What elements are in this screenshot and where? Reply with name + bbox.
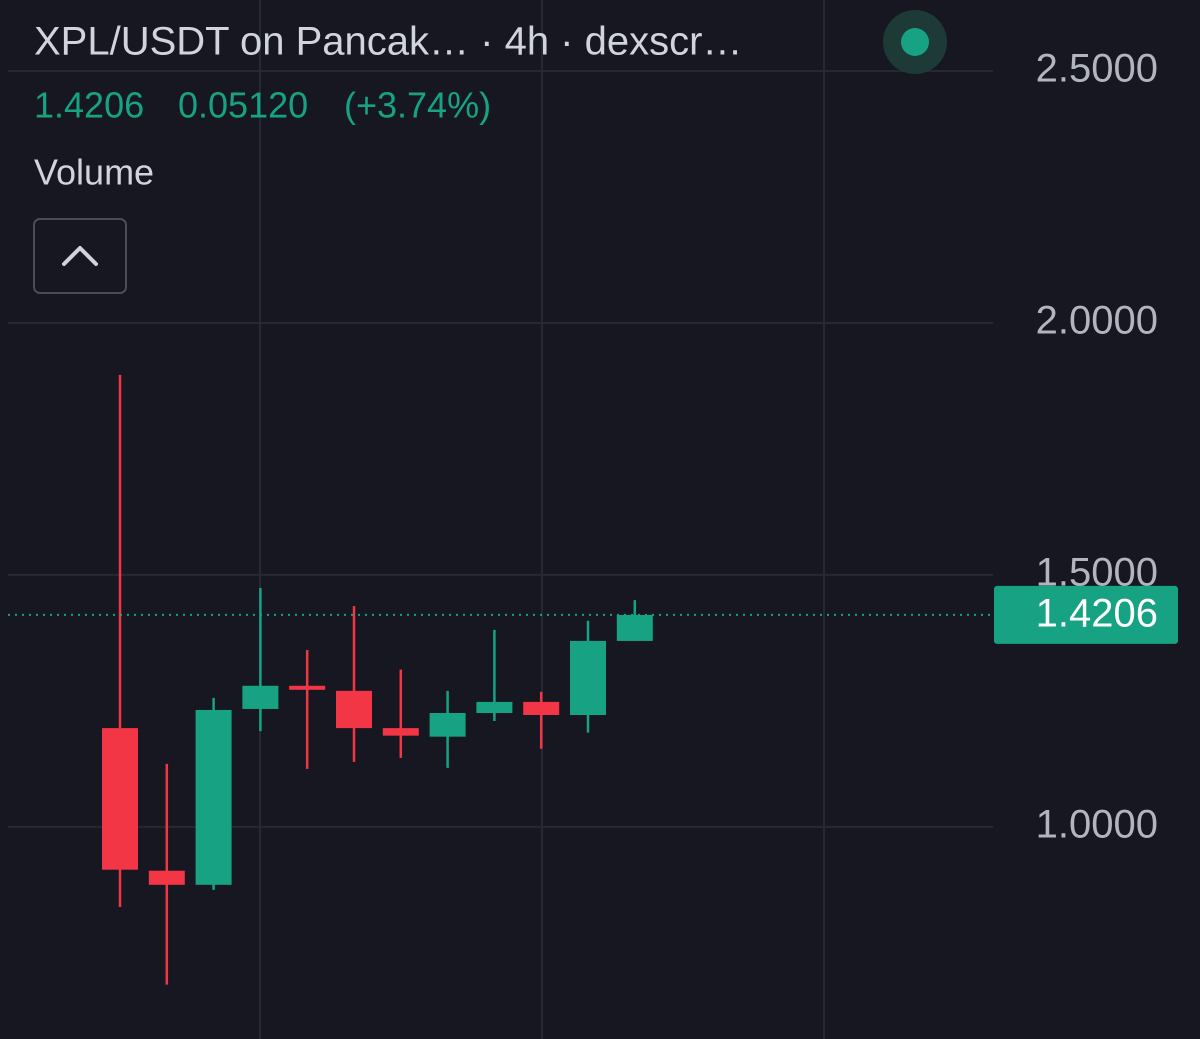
candle-body — [476, 701, 513, 713]
last-price-tag — [994, 585, 1178, 644]
candle-body — [102, 728, 138, 870]
candle-body — [570, 640, 606, 716]
last-price-tag-label: 1.4206 — [1036, 591, 1158, 635]
price-change: 0.05120 — [178, 85, 308, 126]
candle-body — [523, 701, 560, 716]
price-change-percent: (+3.74%) — [344, 85, 491, 126]
chevron-up-icon[interactable] — [62, 246, 98, 266]
y-tick-label: 1.0000 — [1036, 802, 1158, 846]
grid — [259, 0, 825, 1039]
candle-body — [336, 690, 372, 729]
chart-title: XPL/USDT on Pancak… · 4h · dexscr… — [34, 20, 742, 64]
y-tick-label: 2.5000 — [1036, 47, 1158, 91]
candle-body — [616, 614, 653, 641]
overlay: XPL/USDT on Pancak… · 4h · dexscr… 1.420… — [33, 10, 1178, 846]
last-price: 1.4206 — [34, 85, 144, 126]
candle-body — [148, 870, 185, 885]
status-dot — [901, 28, 929, 56]
button-frame[interactable] — [33, 218, 127, 294]
candle-body — [429, 712, 466, 737]
candle-body — [382, 728, 419, 736]
candle-body — [242, 685, 279, 709]
collapse-button[interactable] — [33, 218, 127, 294]
y-tick-label: 2.0000 — [1036, 299, 1158, 343]
plot — [8, 70, 993, 985]
indicator-label: Volume — [34, 152, 154, 193]
candle-body — [289, 685, 326, 690]
candle-body — [195, 709, 232, 885]
